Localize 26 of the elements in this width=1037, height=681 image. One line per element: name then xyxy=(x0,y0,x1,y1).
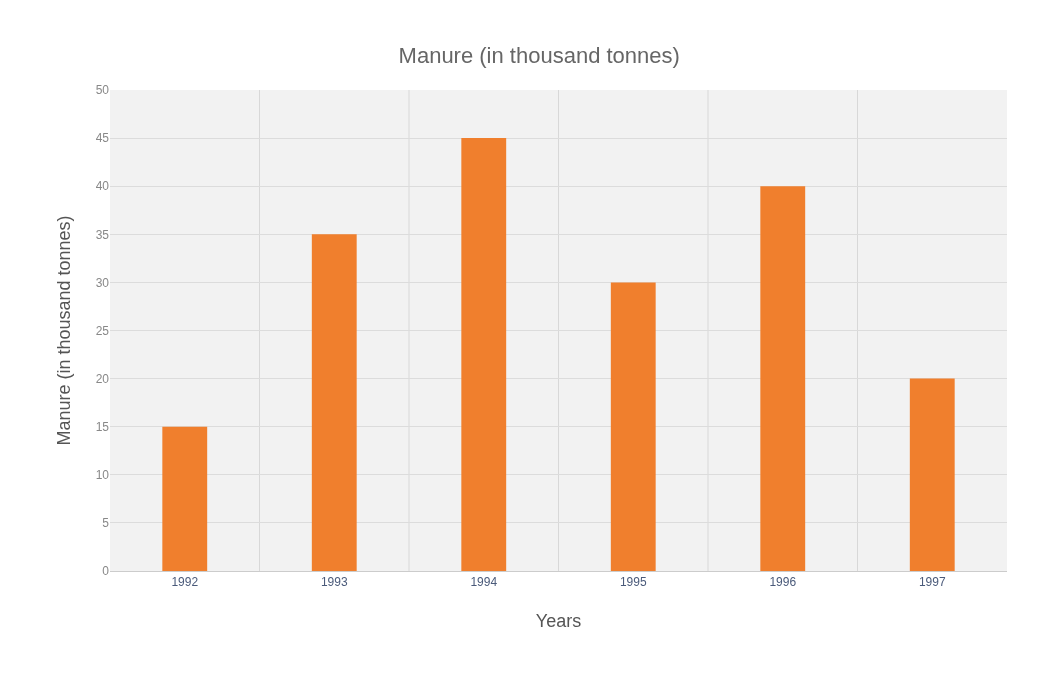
bar xyxy=(610,282,656,571)
bar xyxy=(760,186,806,571)
y-tick-label: 45 xyxy=(95,131,110,146)
x-axis-title: Years xyxy=(535,610,582,631)
y-tick-label: 35 xyxy=(95,227,110,242)
y-tick-label: 15 xyxy=(95,419,110,434)
x-tick-label: 1993 xyxy=(320,575,348,590)
x-tick-label: 1995 xyxy=(619,575,647,590)
y-tick-label: 40 xyxy=(95,179,110,194)
y-tick-label: 5 xyxy=(102,516,110,531)
y-tick-label: 30 xyxy=(95,275,110,290)
x-tick-label: 1996 xyxy=(769,575,797,590)
y-tick-label: 20 xyxy=(95,371,110,386)
x-tick-label: 1997 xyxy=(918,575,946,590)
x-tick-label: 1994 xyxy=(470,575,498,590)
y-tick-label: 10 xyxy=(95,468,110,482)
bar xyxy=(461,138,507,571)
bar xyxy=(162,426,208,571)
y-tick-label: 0 xyxy=(102,564,110,579)
x-tick-label: 1992 xyxy=(171,575,199,590)
y-tick-label: 50 xyxy=(95,83,110,98)
y-axis-title: Manure (in thousand tonnes) xyxy=(53,215,74,446)
bar xyxy=(909,378,955,571)
chart-title: Manure (in thousand tonnes) xyxy=(398,43,680,69)
bar xyxy=(311,234,357,571)
y-tick-label: 25 xyxy=(95,323,110,338)
